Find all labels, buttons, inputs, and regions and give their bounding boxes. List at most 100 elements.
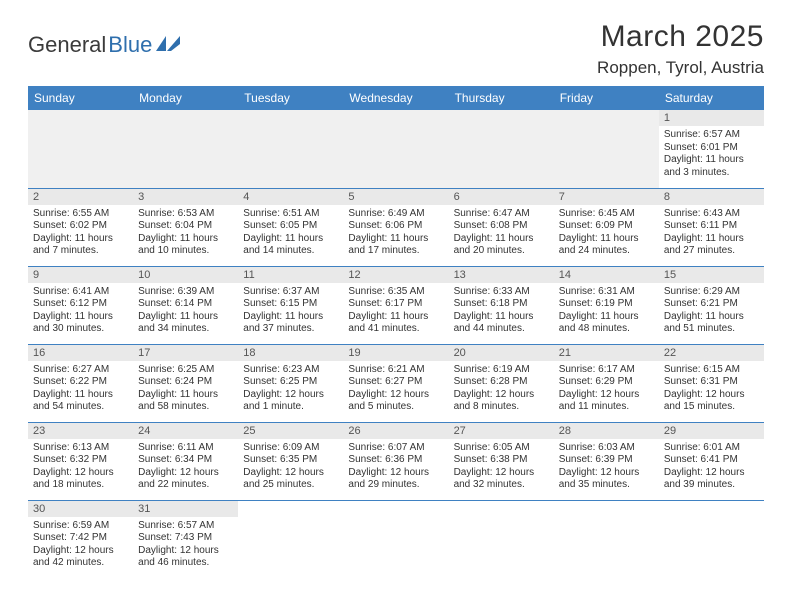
- day-content: Sunrise: 6:57 AMSunset: 6:01 PMDaylight:…: [659, 126, 764, 183]
- sunset-line: Sunset: 6:41 PM: [664, 454, 759, 467]
- calendar-cell: 10Sunrise: 6:39 AMSunset: 6:14 PMDayligh…: [133, 266, 238, 344]
- day-content: Sunrise: 6:25 AMSunset: 6:24 PMDaylight:…: [133, 361, 238, 418]
- sunset-line: Sunset: 6:34 PM: [138, 454, 233, 467]
- day-number: 20: [449, 345, 554, 361]
- calendar-cell: 18Sunrise: 6:23 AMSunset: 6:25 PMDayligh…: [238, 344, 343, 422]
- daylight-line: Daylight: 12 hours and 35 minutes.: [559, 467, 654, 492]
- calendar-cell: [238, 110, 343, 188]
- logo-text-1: General: [28, 32, 106, 58]
- sunset-line: Sunset: 6:15 PM: [243, 298, 338, 311]
- calendar-cell: 8Sunrise: 6:43 AMSunset: 6:11 PMDaylight…: [659, 188, 764, 266]
- calendar-cell: 4Sunrise: 6:51 AMSunset: 6:05 PMDaylight…: [238, 188, 343, 266]
- sunrise-line: Sunrise: 6:23 AM: [243, 364, 338, 377]
- sunrise-line: Sunrise: 6:11 AM: [138, 442, 233, 455]
- sunset-line: Sunset: 6:01 PM: [664, 142, 759, 155]
- calendar-row: 23Sunrise: 6:13 AMSunset: 6:32 PMDayligh…: [28, 422, 764, 500]
- calendar-cell: 22Sunrise: 6:15 AMSunset: 6:31 PMDayligh…: [659, 344, 764, 422]
- calendar-cell: 28Sunrise: 6:03 AMSunset: 6:39 PMDayligh…: [554, 422, 659, 500]
- calendar-cell: 24Sunrise: 6:11 AMSunset: 6:34 PMDayligh…: [133, 422, 238, 500]
- weekday-header-row: SundayMondayTuesdayWednesdayThursdayFrid…: [28, 86, 764, 110]
- day-content: Sunrise: 6:43 AMSunset: 6:11 PMDaylight:…: [659, 205, 764, 262]
- sunset-line: Sunset: 6:22 PM: [33, 376, 128, 389]
- calendar-cell: 25Sunrise: 6:09 AMSunset: 6:35 PMDayligh…: [238, 422, 343, 500]
- calendar-cell: 7Sunrise: 6:45 AMSunset: 6:09 PMDaylight…: [554, 188, 659, 266]
- day-number: 11: [238, 267, 343, 283]
- day-content: Sunrise: 6:37 AMSunset: 6:15 PMDaylight:…: [238, 283, 343, 340]
- sunrise-line: Sunrise: 6:35 AM: [348, 286, 443, 299]
- daylight-line: Daylight: 11 hours and 48 minutes.: [559, 311, 654, 336]
- day-number: 21: [554, 345, 659, 361]
- daylight-line: Daylight: 11 hours and 34 minutes.: [138, 311, 233, 336]
- sunset-line: Sunset: 7:42 PM: [33, 532, 128, 545]
- sunrise-line: Sunrise: 6:03 AM: [559, 442, 654, 455]
- sunset-line: Sunset: 6:09 PM: [559, 220, 654, 233]
- calendar-row: 2Sunrise: 6:55 AMSunset: 6:02 PMDaylight…: [28, 188, 764, 266]
- calendar-cell: [659, 500, 764, 578]
- daylight-line: Daylight: 12 hours and 8 minutes.: [454, 389, 549, 414]
- title-block: March 2025 Roppen, Tyrol, Austria: [597, 20, 764, 78]
- sunset-line: Sunset: 6:38 PM: [454, 454, 549, 467]
- day-content: Sunrise: 6:15 AMSunset: 6:31 PMDaylight:…: [659, 361, 764, 418]
- calendar-cell: [28, 110, 133, 188]
- sunrise-line: Sunrise: 6:13 AM: [33, 442, 128, 455]
- daylight-line: Daylight: 11 hours and 24 minutes.: [559, 233, 654, 258]
- calendar-cell: 21Sunrise: 6:17 AMSunset: 6:29 PMDayligh…: [554, 344, 659, 422]
- daylight-line: Daylight: 12 hours and 1 minute.: [243, 389, 338, 414]
- sunrise-line: Sunrise: 6:59 AM: [33, 520, 128, 533]
- day-number: 4: [238, 189, 343, 205]
- day-content: Sunrise: 6:05 AMSunset: 6:38 PMDaylight:…: [449, 439, 554, 496]
- day-content: Sunrise: 6:09 AMSunset: 6:35 PMDaylight:…: [238, 439, 343, 496]
- day-number: 22: [659, 345, 764, 361]
- sunset-line: Sunset: 6:02 PM: [33, 220, 128, 233]
- day-number: 9: [28, 267, 133, 283]
- daylight-line: Daylight: 12 hours and 39 minutes.: [664, 467, 759, 492]
- calendar-cell: [133, 110, 238, 188]
- calendar-cell: 30Sunrise: 6:59 AMSunset: 7:42 PMDayligh…: [28, 500, 133, 578]
- weekday-friday: Friday: [554, 86, 659, 110]
- sunset-line: Sunset: 6:18 PM: [454, 298, 549, 311]
- sunrise-line: Sunrise: 6:19 AM: [454, 364, 549, 377]
- calendar-row: 30Sunrise: 6:59 AMSunset: 7:42 PMDayligh…: [28, 500, 764, 578]
- day-number: 5: [343, 189, 448, 205]
- daylight-line: Daylight: 11 hours and 54 minutes.: [33, 389, 128, 414]
- day-content: Sunrise: 6:33 AMSunset: 6:18 PMDaylight:…: [449, 283, 554, 340]
- day-number: 17: [133, 345, 238, 361]
- daylight-line: Daylight: 11 hours and 41 minutes.: [348, 311, 443, 336]
- daylight-line: Daylight: 11 hours and 30 minutes.: [33, 311, 128, 336]
- daylight-line: Daylight: 12 hours and 15 minutes.: [664, 389, 759, 414]
- sunrise-line: Sunrise: 6:09 AM: [243, 442, 338, 455]
- sunset-line: Sunset: 6:32 PM: [33, 454, 128, 467]
- calendar-row: 1Sunrise: 6:57 AMSunset: 6:01 PMDaylight…: [28, 110, 764, 188]
- day-content: Sunrise: 6:07 AMSunset: 6:36 PMDaylight:…: [343, 439, 448, 496]
- sunrise-line: Sunrise: 6:07 AM: [348, 442, 443, 455]
- day-content: Sunrise: 6:21 AMSunset: 6:27 PMDaylight:…: [343, 361, 448, 418]
- day-number: 18: [238, 345, 343, 361]
- day-number: 19: [343, 345, 448, 361]
- daylight-line: Daylight: 11 hours and 20 minutes.: [454, 233, 549, 258]
- day-content: Sunrise: 6:19 AMSunset: 6:28 PMDaylight:…: [449, 361, 554, 418]
- sunrise-line: Sunrise: 6:21 AM: [348, 364, 443, 377]
- calendar-cell: 20Sunrise: 6:19 AMSunset: 6:28 PMDayligh…: [449, 344, 554, 422]
- day-content: Sunrise: 6:57 AMSunset: 7:43 PMDaylight:…: [133, 517, 238, 574]
- calendar-cell: 15Sunrise: 6:29 AMSunset: 6:21 PMDayligh…: [659, 266, 764, 344]
- sunset-line: Sunset: 6:14 PM: [138, 298, 233, 311]
- day-content: Sunrise: 6:35 AMSunset: 6:17 PMDaylight:…: [343, 283, 448, 340]
- calendar-cell: [343, 110, 448, 188]
- daylight-line: Daylight: 11 hours and 37 minutes.: [243, 311, 338, 336]
- day-content: Sunrise: 6:13 AMSunset: 6:32 PMDaylight:…: [28, 439, 133, 496]
- calendar-cell: 3Sunrise: 6:53 AMSunset: 6:04 PMDaylight…: [133, 188, 238, 266]
- day-number: 27: [449, 423, 554, 439]
- day-number: 8: [659, 189, 764, 205]
- sunset-line: Sunset: 6:04 PM: [138, 220, 233, 233]
- daylight-line: Daylight: 11 hours and 27 minutes.: [664, 233, 759, 258]
- calendar-cell: [343, 500, 448, 578]
- calendar-cell: 14Sunrise: 6:31 AMSunset: 6:19 PMDayligh…: [554, 266, 659, 344]
- sunrise-line: Sunrise: 6:57 AM: [664, 129, 759, 142]
- sunrise-line: Sunrise: 6:37 AM: [243, 286, 338, 299]
- calendar-cell: 27Sunrise: 6:05 AMSunset: 6:38 PMDayligh…: [449, 422, 554, 500]
- logo-text-2: Blue: [108, 32, 152, 58]
- sunrise-line: Sunrise: 6:25 AM: [138, 364, 233, 377]
- daylight-line: Daylight: 12 hours and 32 minutes.: [454, 467, 549, 492]
- calendar-cell: 11Sunrise: 6:37 AMSunset: 6:15 PMDayligh…: [238, 266, 343, 344]
- day-number: 2: [28, 189, 133, 205]
